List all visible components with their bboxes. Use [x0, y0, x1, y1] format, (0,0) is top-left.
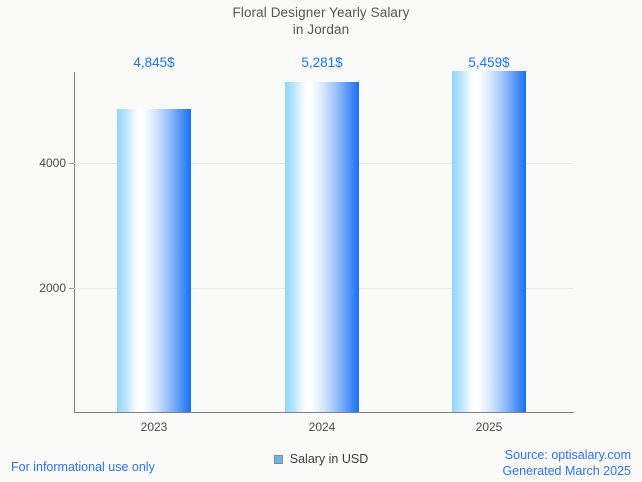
- y-tick-mark-4000: [69, 163, 74, 164]
- bar-value-label-2025: 5,459$: [468, 55, 510, 70]
- generated-date-text: Generated March 2025: [502, 464, 631, 478]
- bar-2024[interactable]: [285, 82, 359, 412]
- legend-item-salary-in-usd[interactable]: Salary in USD: [273, 452, 369, 466]
- disclaimer-text: For informational use only: [11, 460, 155, 474]
- y-tick-label-4000: 4000: [39, 156, 66, 170]
- bar-value-label-2024: 5,281$: [301, 55, 343, 70]
- bar-2025[interactable]: [452, 71, 526, 412]
- y-tick-mark-2000: [69, 288, 74, 289]
- x-axis-label-2023: 2023: [140, 420, 168, 434]
- chart-title-line1: Floral Designer Yearly Salary: [232, 5, 410, 20]
- x-axis-line: [74, 412, 574, 413]
- source-text: Source: optisalary.com: [504, 448, 631, 462]
- bar-2023[interactable]: [117, 109, 191, 412]
- chart-title-line2: in Jordan: [292, 22, 350, 37]
- plot-area: [69, 71, 573, 412]
- chart-legend: Salary in USD: [0, 452, 642, 466]
- legend-item-label: Salary in USD: [289, 452, 369, 466]
- x-axis-label-2024: 2024: [308, 420, 336, 434]
- y-tick-label-2000: 2000: [39, 281, 66, 295]
- source-attribution: Source: optisalary.com Generated March 2…: [502, 447, 631, 479]
- legend-swatch-icon: [273, 454, 283, 464]
- y-axis-line: [74, 72, 75, 413]
- bar-value-label-2023: 4,845$: [133, 55, 175, 70]
- chart-title: Floral Designer Yearly Salary in Jordan: [0, 4, 642, 38]
- x-axis-label-2025: 2025: [475, 420, 503, 434]
